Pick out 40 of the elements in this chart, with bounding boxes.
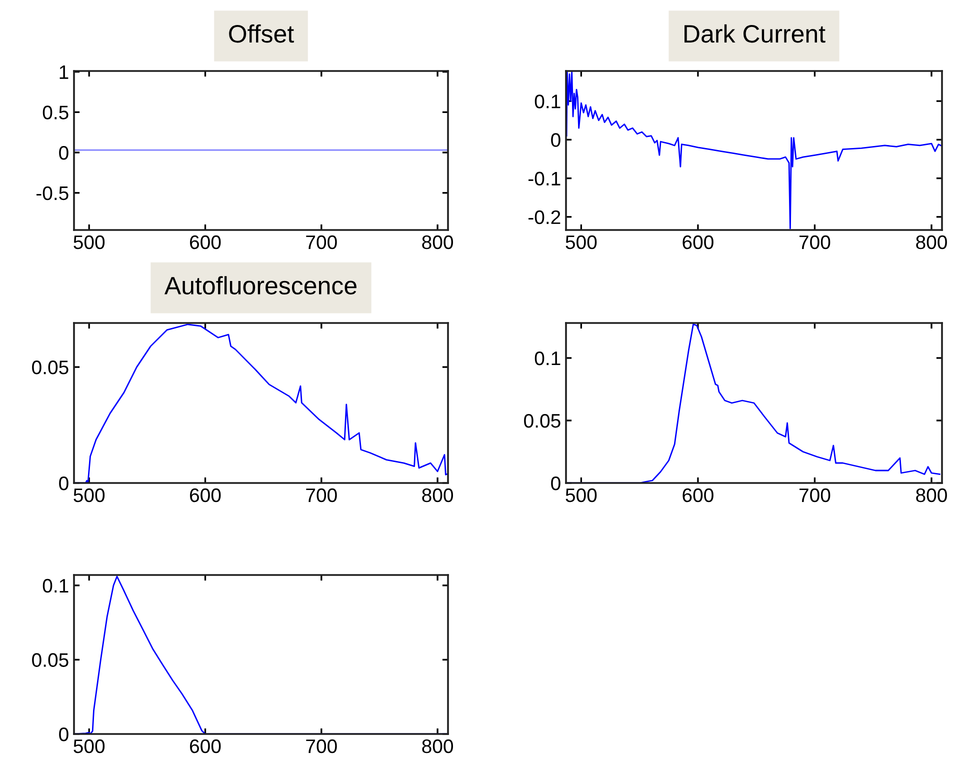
y-tick-label: 0.1: [534, 351, 560, 366]
x-tick-label: 700: [800, 235, 830, 250]
y-tick-label: 0: [59, 146, 68, 160]
x-tick-label: 600: [190, 488, 221, 502]
y-tick-label: 0.1: [534, 94, 560, 108]
y-tick-label: 0: [59, 727, 68, 742]
x-tick-label: 600: [190, 235, 221, 250]
x-tick-label: 500: [74, 488, 105, 502]
x-tick-label: 500: [566, 235, 597, 250]
line-series: [566, 71, 942, 230]
y-tick-label: 0: [551, 476, 560, 490]
x-tick-label: 700: [306, 488, 337, 502]
y-tick-label: 0.1: [42, 578, 68, 593]
x-tick-label: 500: [74, 739, 105, 754]
y-tick-label: 0: [551, 133, 560, 147]
x-tick-label: 600: [190, 739, 221, 754]
y-tick-label: -0.2: [528, 210, 560, 224]
x-tick-label: 800: [422, 235, 454, 250]
x-tick-label: 500: [74, 235, 105, 250]
x-tick-label: 800: [422, 488, 454, 502]
x-tick-label: 600: [682, 235, 714, 250]
y-tick-label: 0: [59, 476, 68, 490]
chart-title: Autofluorescence: [164, 276, 356, 295]
y-tick-label: 0.05: [32, 360, 68, 374]
x-tick-label: 500: [566, 488, 597, 502]
y-tick-label: 0.5: [42, 106, 68, 120]
chart-title: Offset: [229, 24, 294, 43]
y-tick-label: 0.05: [32, 653, 68, 667]
x-tick-label: 700: [800, 488, 830, 502]
x-tick-label: 800: [422, 739, 454, 754]
y-tick-label: 1: [60, 65, 68, 79]
y-tick-label: -0.5: [36, 186, 68, 200]
x-tick-label: 600: [682, 488, 714, 502]
y-tick-label: 0.05: [524, 414, 560, 428]
x-tick-label: 700: [306, 739, 337, 754]
x-tick-label: 800: [916, 235, 947, 250]
y-tick-label: -0.1: [528, 172, 560, 186]
x-tick-label: 700: [306, 235, 337, 250]
chart-title: Dark Current: [684, 24, 826, 43]
x-tick-label: 800: [916, 488, 947, 502]
